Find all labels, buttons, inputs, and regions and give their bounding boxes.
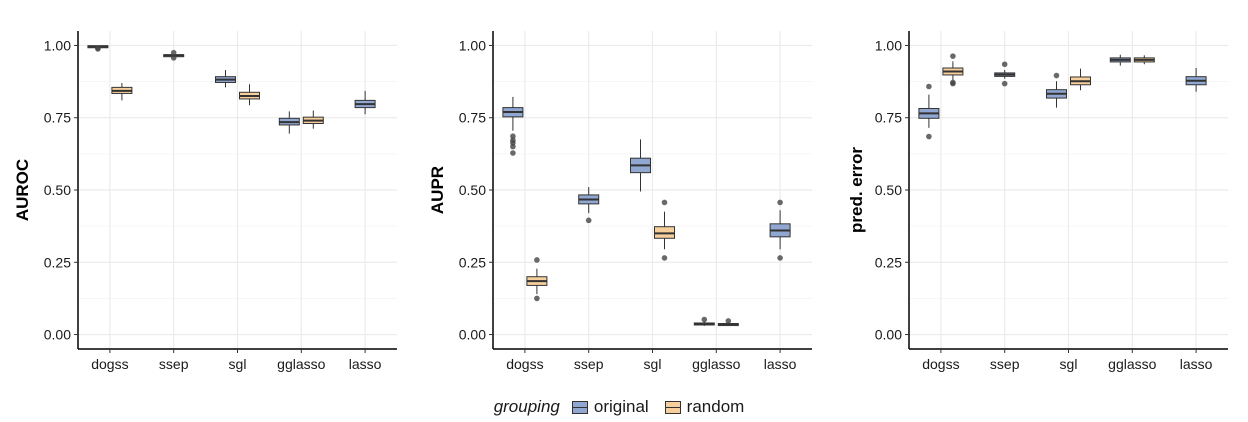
box-gglasso-original (1109, 54, 1131, 66)
y-tick-label: 0.25 (459, 254, 486, 270)
box-ssep-original (163, 49, 185, 61)
legend-item-original: original (571, 397, 649, 417)
x-tick-label: gglasso (1108, 356, 1156, 372)
y-tick-label: 0.50 (44, 182, 71, 198)
box-gglasso-random (302, 110, 324, 129)
box-sgl-random (654, 199, 675, 261)
x-tick-label: gglasso (692, 356, 740, 372)
box-dogss-random (111, 83, 133, 101)
box-sgl-original (630, 139, 651, 192)
y-tick-label: 0.00 (459, 327, 486, 343)
box-dogss-random (942, 53, 964, 87)
outlier-point (950, 53, 956, 59)
outlier-point (95, 45, 101, 51)
box-dogss-original (502, 96, 524, 156)
outlier-point (534, 295, 540, 302)
box-gglasso-original (693, 316, 715, 326)
outlier-point (725, 318, 732, 324)
outlier-point (534, 257, 540, 263)
y-tick-label: 0.00 (44, 327, 71, 343)
outlier-point (510, 150, 516, 156)
panel-3: 0.00 0.25 0.50 0.75 1.00 dogss ssep sgl gglasso l… (847, 31, 1228, 372)
outlier-point (585, 217, 592, 224)
box-sgl-original (1046, 72, 1067, 108)
y-tick-label: 0.50 (459, 182, 486, 198)
y-tick-label: 1.00 (459, 37, 486, 53)
box-gglasso-random (717, 318, 739, 327)
box-gglasso-original (278, 111, 300, 134)
outlier-point (170, 49, 177, 56)
x-tick-label: dogss (91, 356, 128, 372)
legend-key-original (571, 400, 588, 414)
outlier-point (661, 199, 668, 206)
outlier-point (661, 255, 668, 261)
outlier-point (950, 80, 956, 87)
outlier-point (510, 133, 516, 140)
y-tick-label: 0.75 (44, 110, 71, 126)
y-axis-title: pred. error (847, 147, 866, 233)
outlier-point (701, 316, 708, 323)
box-sgl-random (239, 84, 260, 106)
legend-label-original: original (593, 397, 649, 416)
legend-title: grouping (493, 397, 560, 416)
outlier-point (1001, 80, 1008, 87)
panel-2: 0.00 0.25 0.50 0.75 1.00 dogss ssep sgl gglasso l… (428, 31, 812, 372)
y-tick-label: 1.00 (875, 37, 902, 53)
panel-1: 0.00 0.25 0.50 0.75 1.00 dogss ssep sgl gglasso l… (13, 31, 397, 372)
y-tick-label: 0.50 (875, 182, 902, 198)
box-lasso-original (354, 90, 376, 115)
y-tick-label: 0.00 (875, 327, 902, 343)
x-tick-label: sgl (644, 356, 662, 372)
outlier-point (926, 83, 932, 90)
x-tick-label: sgl (1060, 356, 1078, 372)
y-tick-label: 0.25 (44, 254, 71, 270)
y-tick-label: 0.25 (875, 254, 902, 270)
outlier-point (1001, 61, 1008, 68)
legend: grouping original random (0, 392, 1248, 422)
legend-label-random: random (686, 397, 745, 416)
x-tick-label: sgl (229, 356, 247, 372)
outlier-point (777, 199, 783, 206)
box-sgl-random (1070, 68, 1091, 91)
box-dogss-original (87, 45, 109, 52)
box-lasso-original (1185, 68, 1207, 92)
box-ssep-original (578, 187, 600, 224)
box-gglasso-random (1133, 55, 1155, 65)
y-tick-label: 1.00 (44, 37, 71, 53)
y-axis-title: AUROC (13, 159, 32, 221)
y-tick-label: 0.75 (459, 110, 486, 126)
chart-canvas: 0.00 0.25 0.50 0.75 1.00 dogss ssep sgl gglasso l… (13, 31, 1228, 372)
x-tick-label: lasso (349, 356, 382, 372)
x-tick-label: lasso (1180, 356, 1213, 372)
outlier-point (926, 133, 932, 140)
box-dogss-random (526, 257, 548, 302)
y-tick-label: 0.75 (875, 110, 902, 126)
x-tick-label: ssep (990, 356, 1020, 372)
x-tick-label: gglasso (277, 356, 325, 372)
box-ssep-original (994, 61, 1016, 87)
outlier-point (1053, 72, 1060, 79)
outlier-point (777, 255, 783, 261)
box-dogss-original (918, 83, 940, 140)
x-tick-label: dogss (922, 356, 959, 372)
legend-key-random (664, 400, 681, 414)
legend-item-random: random (664, 397, 745, 417)
x-tick-label: ssep (159, 356, 189, 372)
x-tick-label: lasso (764, 356, 797, 372)
outlier-point (170, 55, 177, 61)
x-tick-label: dogss (506, 356, 543, 372)
y-axis-title: AUPR (428, 166, 447, 214)
x-tick-label: ssep (574, 356, 604, 372)
outlier-point (510, 143, 516, 150)
box-sgl-original (215, 70, 236, 88)
box-lasso-original (769, 199, 791, 261)
